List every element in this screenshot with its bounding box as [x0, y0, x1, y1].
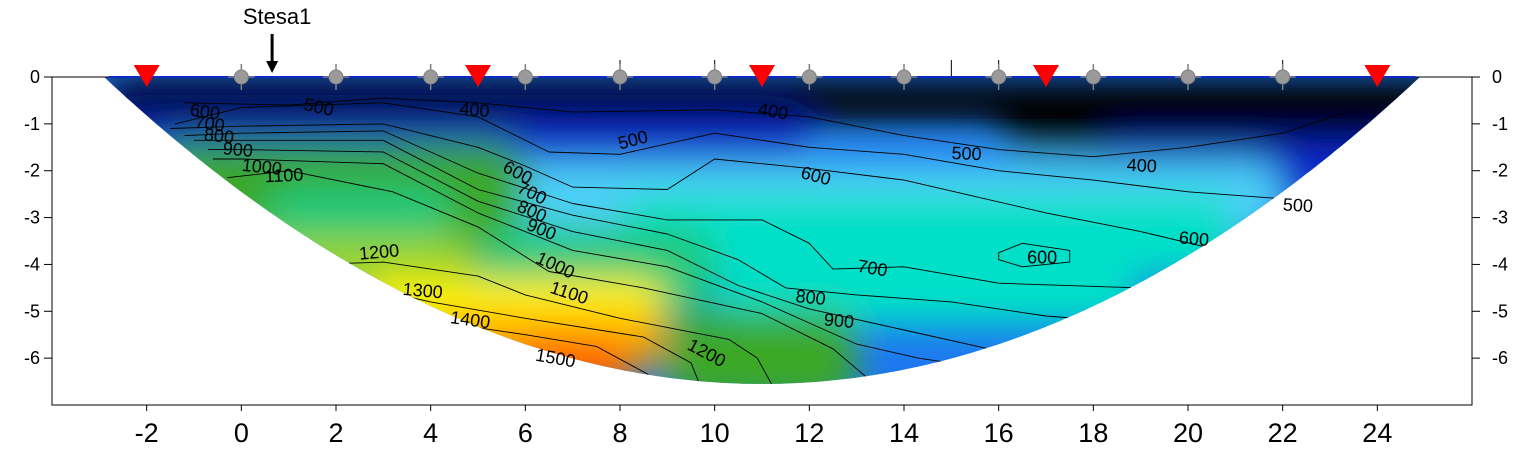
contour-label: 900	[222, 138, 254, 161]
x-tick-label: 20	[1173, 418, 1203, 448]
y-tick-label-left: -1	[24, 114, 40, 134]
contour-label: 500	[951, 143, 982, 164]
x-tick-label: 6	[518, 418, 533, 448]
geophone-marker	[1085, 69, 1101, 85]
x-tick-label: -2	[135, 418, 159, 448]
source-marker	[749, 65, 775, 87]
y-tick-label-left: 0	[30, 67, 40, 87]
contour-700	[184, 130, 1212, 293]
y-tick-label-left: -2	[24, 161, 40, 181]
geophone-marker	[1180, 69, 1196, 85]
x-tick-label: 10	[700, 418, 730, 448]
geophone-marker	[896, 69, 912, 85]
geophone-marker	[801, 69, 817, 85]
geophone-marker	[707, 69, 723, 85]
contour-label: 400	[1126, 155, 1157, 177]
source-marker	[133, 65, 160, 87]
contour-label: 600	[1178, 227, 1210, 250]
contour-800	[194, 139, 1165, 326]
x-tick-label: 4	[423, 418, 438, 448]
geophone-marker	[328, 69, 344, 85]
contour-600	[170, 123, 1260, 261]
contour-900	[208, 149, 1103, 354]
heatmap-blob	[265, 184, 455, 241]
x-tick-label: 16	[984, 418, 1014, 448]
geophone-marker	[517, 69, 533, 85]
contour-label: 1100	[264, 164, 304, 186]
contour-1100	[227, 170, 867, 378]
contour-1200	[312, 261, 772, 384]
heatmap-blob	[998, 77, 1420, 152]
contour-label: 1200	[358, 240, 400, 263]
contour-600	[998, 242, 1071, 268]
geophone-marker	[233, 69, 249, 85]
x-tick-label: 18	[1078, 418, 1108, 448]
contour-400	[184, 97, 1354, 158]
contour-label: 500	[1282, 195, 1313, 217]
y-tick-label-left: -5	[24, 301, 40, 321]
annotation-arrowhead	[266, 61, 279, 73]
y-tick-label-right: -2	[1492, 161, 1508, 181]
contour-label: 400	[459, 99, 491, 122]
resistivity-heatmap	[104, 77, 1420, 384]
annotation-label: Stesa1	[243, 4, 312, 29]
x-tick-label: 0	[234, 418, 249, 448]
contour-label: 700	[193, 112, 226, 136]
x-tick-label: 24	[1362, 418, 1392, 448]
y-tick-label-left: -6	[24, 348, 40, 368]
contour-500	[174, 102, 1331, 209]
x-tick-label: 2	[328, 418, 343, 448]
source-marker	[1033, 65, 1059, 87]
contour-1300	[378, 289, 701, 384]
x-tick-label: 22	[1268, 418, 1298, 448]
y-tick-label-right: -1	[1492, 114, 1508, 134]
y-tick-label-right: -6	[1492, 348, 1508, 368]
contour-label: 600	[189, 100, 222, 124]
contour-label: 1400	[449, 307, 491, 332]
contour-label: 600	[1027, 247, 1057, 267]
y-tick-label-left: -4	[24, 254, 40, 274]
y-tick-label-right: -3	[1492, 208, 1508, 228]
x-tick-label: 12	[794, 418, 824, 448]
survey-markers	[108, 64, 1416, 90]
source-marker	[465, 65, 491, 87]
y-tick-label-right: 0	[1492, 67, 1502, 87]
y-tick-label-right: -5	[1492, 301, 1508, 321]
x-tick-label: 8	[612, 418, 627, 448]
stesa1-annotation: Stesa1	[243, 4, 312, 73]
heatmap-color-blobs	[104, 77, 1420, 384]
x-tick-label: 14	[889, 418, 919, 448]
geophone-marker	[612, 69, 628, 85]
heatmap-blob	[620, 194, 1236, 279]
contour-label: 1000	[241, 155, 283, 179]
contour-1000	[212, 158, 966, 366]
contour-label: 1300	[402, 279, 444, 302]
geophone-marker	[991, 69, 1007, 85]
geophone-marker	[1275, 69, 1291, 85]
axes: -2 0 2 4 6 8 10 12 14 16 18 20 22 240 0-1 -1-2 -2-3 -3-4-…	[24, 60, 1508, 448]
contour-lines	[170, 97, 1354, 384]
y-tick-label-left: -3	[24, 208, 40, 228]
source-marker	[1364, 65, 1391, 87]
heatmap-blob	[667, 311, 857, 384]
geophone-marker	[423, 69, 439, 85]
contour-label: 800	[795, 286, 827, 309]
y-tick-label-right: -4	[1492, 254, 1508, 274]
contour-label: 800	[203, 124, 235, 147]
contour-label: 900	[823, 309, 855, 332]
